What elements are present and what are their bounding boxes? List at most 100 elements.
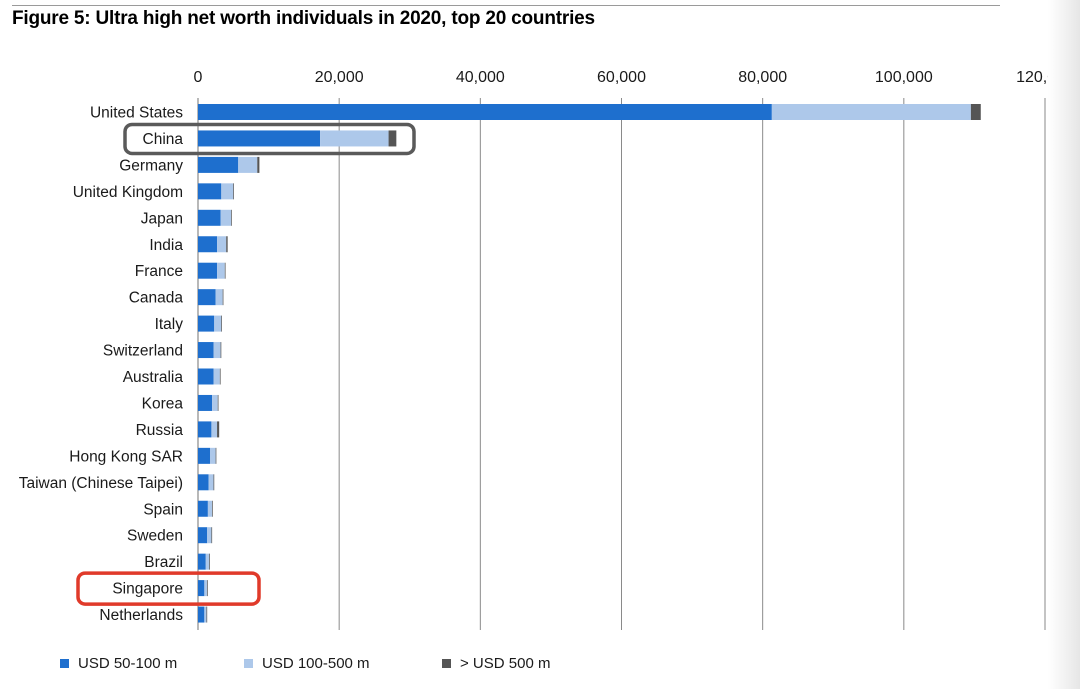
x-tick-label: 60,000 (597, 69, 646, 86)
bar-canada-usd-500-m (222, 289, 224, 306)
bar-spain-usd-50-100-m (198, 500, 208, 517)
bar-korea-usd-50-100-m (198, 394, 213, 411)
bar-france-usd-500-m (224, 262, 226, 279)
category-label-france: France (135, 263, 183, 280)
category-label-switzerland: Switzerland (103, 343, 183, 360)
category-label-australia: Australia (123, 369, 184, 386)
x-tick-label: 40,000 (456, 69, 505, 86)
bar-netherlands-usd-50-100-m (198, 606, 205, 623)
legend-label: > USD 500 m (460, 655, 551, 672)
legend-item-usd-100-500m: USD 100-500 m (244, 655, 370, 672)
bar-taiwan-chinese-taipei-usd-100-500-m (208, 474, 214, 491)
legend-item-usd-500m-plus: > USD 500 m (442, 655, 550, 672)
bar-australia-usd-500-m (219, 368, 221, 385)
x-tick-label: 100,000 (875, 69, 933, 86)
bar-hong-kong-sar-usd-100-500-m (209, 447, 216, 464)
category-label-taiwan-chinese-taipei: Taiwan (Chinese Taipei) (19, 475, 183, 492)
bar-japan-usd-500-m (231, 209, 232, 226)
category-label-united-states: United States (90, 105, 183, 122)
x-tick-label: 20,000 (315, 69, 364, 86)
bar-switzerland-usd-100-500-m (213, 342, 221, 359)
category-label-korea: Korea (142, 395, 184, 412)
bar-germany-usd-100-500-m (238, 156, 258, 173)
bar-spain-usd-500-m (212, 500, 213, 517)
bar-spain-usd-100-500-m (207, 500, 213, 517)
gridlines (197, 98, 1046, 630)
bar-singapore-usd-50-100-m (198, 580, 205, 597)
bar-brazil-usd-500-m (209, 553, 210, 570)
legend-item-usd-50-100m: USD 50-100 m (60, 655, 177, 672)
bar-sweden-usd-50-100-m (198, 527, 208, 544)
category-label-hong-kong-sar: Hong Kong SAR (69, 448, 183, 465)
page-edge-shadow (1048, 0, 1080, 689)
bar-russia-usd-100-500-m (211, 421, 218, 438)
bar-india-usd-50-100-m (198, 236, 218, 253)
chart-title: Figure 5: Ultra high net worth individua… (12, 8, 595, 29)
bar-italy-usd-50-100-m (198, 315, 215, 332)
bar-united-kingdom-usd-50-100-m (198, 183, 222, 200)
bar-australia-usd-100-500-m (213, 368, 220, 385)
bar-taiwan-chinese-taipei-usd-50-100-m (198, 474, 209, 491)
category-label-spain: Spain (143, 501, 183, 518)
bar-united-states-usd-100-500-m (771, 104, 971, 120)
category-label-germany: Germany (119, 157, 183, 174)
bar-china-usd-50-100-m (198, 130, 321, 147)
category-label-singapore: Singapore (112, 581, 183, 598)
bar-germany-usd-50-100-m (198, 156, 239, 173)
bar-korea-usd-100-500-m (212, 394, 218, 411)
bar-canada-usd-100-500-m (215, 289, 223, 306)
top-rule (12, 5, 1000, 6)
x-tick-label: 0 (194, 69, 203, 86)
legend-label: USD 100-500 m (262, 655, 370, 672)
bar-australia-usd-50-100-m (198, 368, 214, 385)
category-label-netherlands: Netherlands (99, 607, 183, 624)
bar-united-kingdom-usd-500-m (233, 183, 234, 200)
bar-canada-usd-50-100-m (198, 289, 216, 306)
x-axis-ticks: 0 20,000 40,000 60,000 80,000 100,000 120,000 (194, 69, 1074, 86)
bar-russia-usd-500-m (217, 421, 220, 438)
category-labels: United States China Germany United Kingdom J… (19, 105, 184, 625)
highlight-boxes (76, 122, 416, 606)
bar-italy-usd-100-500-m (214, 315, 222, 332)
bar-russia-usd-50-100-m (198, 421, 212, 438)
bar-china-usd-100-500-m (320, 130, 389, 147)
bar-brazil-usd-100-500-m (205, 553, 210, 570)
bar-china-usd-500-m (388, 130, 397, 147)
category-label-italy: Italy (155, 316, 184, 333)
bar-france-usd-100-500-m (217, 262, 225, 279)
bar-india-usd-500-m (226, 236, 228, 253)
highlight-box-singapore (76, 571, 261, 606)
bar-sweden-usd-100-500-m (207, 527, 212, 544)
bar-germany-usd-500-m (257, 156, 260, 173)
bar-united-kingdom-usd-100-500-m (221, 183, 234, 200)
bar-switzerland-usd-500-m (220, 342, 222, 359)
bar-united-states-usd-50-100-m (198, 104, 772, 120)
bar-hong-kong-sar-usd-50-100-m (198, 447, 210, 464)
bar-singapore-usd-500-m (207, 580, 208, 597)
legend-swatch-usd-500m-plus (442, 659, 451, 668)
bars (198, 104, 981, 623)
category-label-united-kingdom: United Kingdom (73, 184, 183, 201)
bar-brazil-usd-50-100-m (198, 553, 206, 570)
bar-italy-usd-500-m (221, 315, 222, 332)
category-label-china: China (143, 131, 184, 148)
bar-switzerland-usd-50-100-m (198, 342, 214, 359)
x-tick-label: 80,000 (738, 69, 787, 86)
bar-singapore-usd-100-500-m (204, 580, 208, 597)
bar-hong-kong-sar-usd-500-m (215, 447, 217, 464)
bar-japan-usd-100-500-m (220, 209, 232, 226)
bar-taiwan-chinese-taipei-usd-500-m (213, 474, 215, 491)
bar-japan-usd-50-100-m (198, 209, 221, 226)
legend-swatch-usd-50-100m (60, 659, 69, 668)
category-label-canada: Canada (129, 290, 184, 307)
bar-sweden-usd-500-m (211, 527, 213, 544)
bar-netherlands-usd-100-500-m (204, 606, 207, 623)
bar-united-states-usd-500-m (970, 104, 981, 120)
highlight-box-china (123, 122, 416, 156)
category-label-brazil: Brazil (144, 554, 183, 571)
legend-swatch-usd-100-500m (244, 659, 253, 668)
category-label-india: India (149, 237, 183, 254)
category-label-sweden: Sweden (127, 528, 183, 545)
bar-netherlands-usd-500-m (206, 606, 208, 623)
